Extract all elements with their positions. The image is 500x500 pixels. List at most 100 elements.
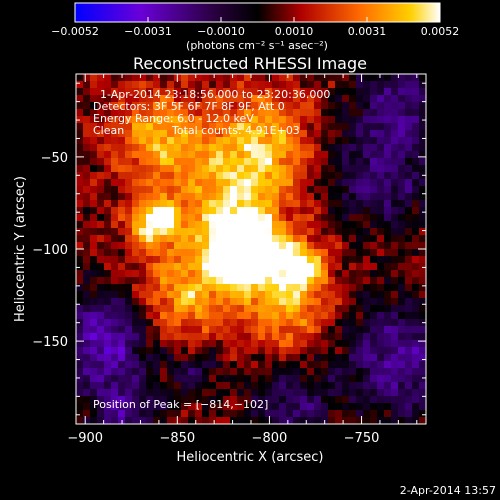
heatmap-cell (223, 361, 231, 369)
heatmap-cell (335, 102, 343, 110)
heatmap-cell (132, 165, 140, 173)
heatmap-cell (356, 361, 364, 369)
heatmap-cell (181, 221, 189, 229)
heatmap-cell (321, 95, 329, 103)
heatmap-cell (139, 382, 147, 390)
heatmap-cell (363, 298, 371, 306)
heatmap-cell (230, 347, 238, 355)
heatmap-cell (370, 214, 378, 222)
heatmap-cell (342, 319, 350, 327)
heatmap-cell (370, 179, 378, 187)
heatmap-cell (230, 361, 238, 369)
heatmap-cell (342, 361, 350, 369)
heatmap-cell (230, 186, 238, 194)
heatmap-cell (223, 305, 231, 313)
heatmap-cell (300, 200, 308, 208)
heatmap-cell (83, 375, 91, 383)
heatmap-cell (146, 368, 154, 376)
heatmap-cell (83, 319, 91, 327)
heatmap-cell (174, 214, 182, 222)
heatmap-cell (195, 382, 203, 390)
heatmap-cell (118, 291, 126, 299)
heatmap-cell (335, 340, 343, 348)
heatmap-cell (342, 242, 350, 250)
heatmap-cell (335, 116, 343, 124)
heatmap-cell (412, 102, 420, 110)
heatmap-cell (419, 354, 426, 362)
heatmap-cell (356, 410, 364, 418)
heatmap-cell (377, 256, 385, 264)
heatmap-cell (209, 361, 217, 369)
heatmap-cell (209, 403, 217, 411)
heatmap-cell (258, 186, 266, 194)
heatmap-cell (118, 228, 126, 236)
heatmap-cell (167, 256, 175, 264)
heatmap-cell (300, 361, 308, 369)
heatmap-cell (118, 165, 126, 173)
heatmap-cell (335, 249, 343, 257)
heatmap-cell (139, 249, 147, 257)
heatmap-cell (398, 396, 406, 404)
heatmap-cell (188, 340, 196, 348)
heatmap-cell (125, 312, 133, 320)
heatmap-cell (216, 95, 224, 103)
heatmap-cell (146, 144, 154, 152)
heatmap-cell (279, 291, 287, 299)
heatmap-cell (405, 88, 413, 96)
heatmap-cell (216, 116, 224, 124)
heatmap-cell (349, 347, 357, 355)
heatmap-cell (132, 109, 140, 117)
heatmap-cell (174, 165, 182, 173)
heatmap-cell (160, 109, 168, 117)
heatmap-cell (356, 312, 364, 320)
heatmap-cell (342, 389, 350, 397)
heatmap-cell (237, 340, 245, 348)
heatmap-cell (370, 270, 378, 278)
heatmap-cell (412, 291, 420, 299)
heatmap-cell (335, 144, 343, 152)
heatmap-cell (286, 158, 294, 166)
heatmap-cell (384, 396, 392, 404)
x-tick-label: −750 (344, 431, 380, 446)
heatmap-cell (195, 109, 203, 117)
heatmap-cell (258, 179, 266, 187)
heatmap-cell (293, 256, 301, 264)
heatmap-cell (160, 396, 168, 404)
heatmap-cell (139, 172, 147, 180)
heatmap-cell (300, 284, 308, 292)
heatmap-cell (132, 403, 140, 411)
heatmap-cell (195, 116, 203, 124)
heatmap-cell (188, 403, 196, 411)
heatmap-cell (314, 116, 322, 124)
heatmap-cell (328, 410, 336, 418)
heatmap-cell (244, 123, 252, 131)
heatmap-cell (412, 326, 420, 334)
heatmap-cell (153, 74, 161, 82)
heatmap-cell (293, 263, 301, 271)
heatmap-cell (265, 319, 273, 327)
heatmap-cell (363, 270, 371, 278)
heatmap-cell (132, 361, 140, 369)
heatmap-cell (265, 74, 273, 82)
heatmap-cell (342, 186, 350, 194)
heatmap-cell (272, 151, 280, 159)
heatmap-cell (188, 284, 196, 292)
heatmap-cell (146, 277, 154, 285)
heatmap-cell (272, 347, 280, 355)
heatmap-cell (398, 151, 406, 159)
heatmap-cell (398, 263, 406, 271)
heatmap-cell (104, 403, 112, 411)
heatmap-cell (349, 186, 357, 194)
heatmap-cell (384, 144, 392, 152)
info-method: Clean (93, 124, 124, 137)
heatmap-cell (118, 305, 126, 313)
heatmap-cell (153, 221, 161, 229)
heatmap-cell (349, 354, 357, 362)
heatmap-cell (160, 389, 168, 397)
heatmap-cell (412, 179, 420, 187)
heatmap-cell (251, 298, 259, 306)
heatmap-cell (286, 284, 294, 292)
heatmap-cell (349, 256, 357, 264)
heatmap-cell (76, 382, 84, 390)
heatmap-cell (118, 235, 126, 243)
